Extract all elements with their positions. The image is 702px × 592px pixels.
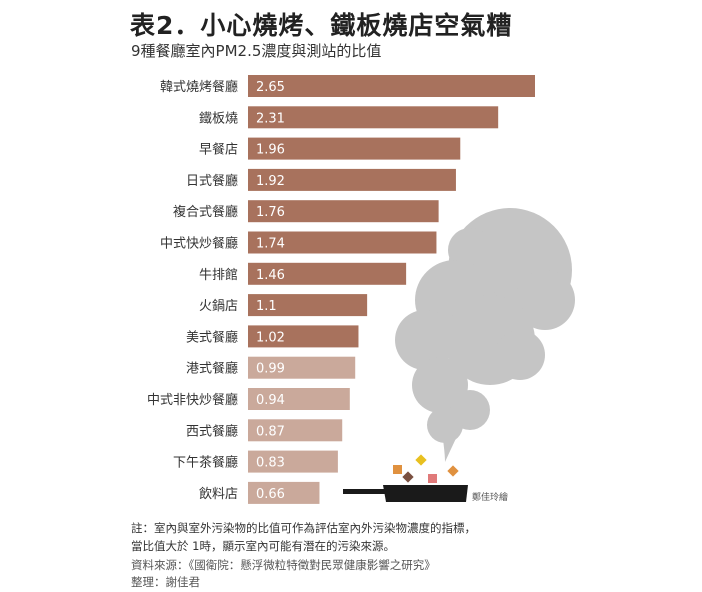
- food-pieces: [393, 454, 459, 483]
- category-label: 牛排館: [199, 268, 238, 283]
- value-label: 0.83: [256, 456, 285, 471]
- bar: [248, 137, 461, 160]
- smoke-illustration: [395, 208, 575, 462]
- bar: [248, 419, 343, 442]
- value-label: 0.94: [256, 393, 285, 408]
- value-label: 0.66: [256, 487, 285, 502]
- category-label: 中式快炒餐廳: [160, 236, 238, 252]
- illustration-credit: 鄭佳玲繪: [472, 493, 509, 503]
- bar: [248, 168, 456, 191]
- category-label: 火鍋店: [199, 298, 238, 314]
- category-label: 下午茶餐廳: [173, 455, 238, 471]
- bar: [248, 294, 368, 317]
- category-label: 西式餐廳: [186, 423, 238, 439]
- value-label: 1.96: [256, 143, 285, 158]
- bar: [248, 200, 439, 223]
- category-label: 複合式餐廳: [173, 204, 238, 220]
- category-label: 美式餐廳: [186, 329, 238, 345]
- note-line: 註：室內與室外污染物的比值可作為評估室內外污染物濃度的指標，: [131, 521, 476, 535]
- value-label: 1.02: [256, 330, 285, 345]
- bar: [248, 106, 499, 129]
- category-label: 早餐店: [199, 142, 238, 158]
- bar: [248, 231, 437, 254]
- note-line: 當比值大於 1時，顯示室內可能有潛在的污染來源。: [131, 539, 395, 553]
- chart-subtitle: 9種餐廳室內PM2.5濃度與測站的比值: [131, 42, 382, 60]
- category-label: 飲料店: [199, 486, 238, 502]
- value-label: 1.76: [256, 205, 285, 220]
- category-label: 韓式燒烤餐廳: [160, 79, 238, 95]
- bar: [248, 450, 338, 473]
- category-label: 中式非快炒餐廳: [147, 392, 238, 408]
- value-label: 1.92: [256, 174, 285, 189]
- value-label: 0.87: [256, 424, 285, 439]
- value-label: 0.99: [256, 362, 285, 377]
- source-block: 資料來源：《國衛院：懸浮微粒特徵對民眾健康影響之研究》 整理：謝佳君: [131, 557, 436, 591]
- category-label: 日式餐廳: [186, 173, 238, 189]
- bar: [248, 481, 320, 504]
- value-label: 1.1: [256, 299, 277, 314]
- bar: [248, 262, 407, 285]
- editor-credit: 整理：謝佳君: [131, 575, 200, 589]
- bar: [248, 325, 359, 348]
- value-label: 1.74: [256, 237, 285, 252]
- bar: [248, 356, 356, 379]
- bar: [248, 388, 350, 410]
- data-source: 資料來源：《國衛院：懸浮微粒特徵對民眾健康影響之研究》: [131, 558, 436, 572]
- category-label: 鐵板燒: [199, 110, 238, 126]
- chart-title: 表2．小心燒烤、鐵板燒店空氣糟: [130, 11, 513, 40]
- frying-pan-icon: [343, 485, 468, 502]
- value-label: 2.65: [256, 80, 285, 95]
- category-label: 港式餐廳: [186, 361, 238, 377]
- value-label: 1.46: [256, 268, 285, 283]
- chart-notes: 註：室內與室外污染物的比值可作為評估室內外污染物濃度的指標， 當比值大於 1時，…: [131, 519, 476, 555]
- bar: [248, 75, 535, 97]
- value-label: 2.31: [256, 111, 285, 126]
